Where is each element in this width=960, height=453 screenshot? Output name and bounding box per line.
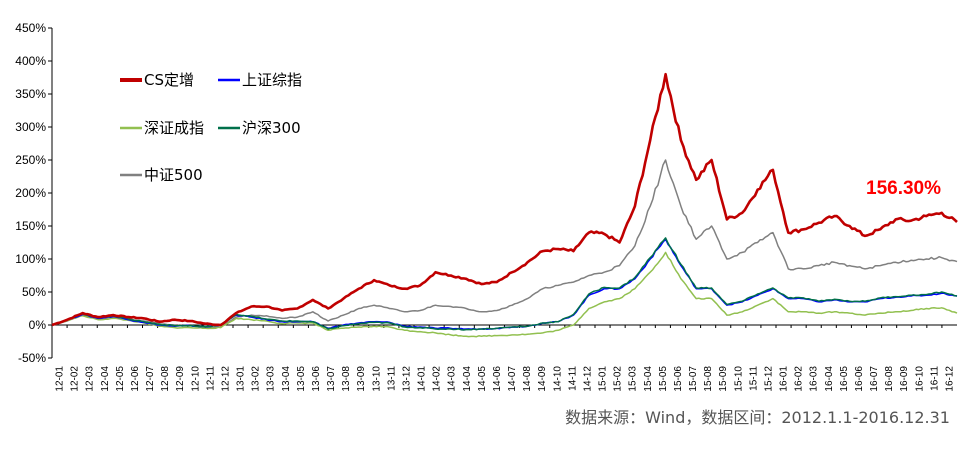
x-tick-label: 15-07 — [688, 366, 699, 392]
x-tick-label: 13-01 — [236, 366, 247, 392]
y-tick-label: 200% — [15, 186, 46, 200]
x-tick-label: 15-08 — [703, 366, 714, 392]
x-tick-label: 12-11 — [205, 366, 216, 391]
x-tick-label: 12-03 — [85, 366, 96, 392]
x-tick-label: 15-06 — [673, 366, 684, 392]
x-tick-label: 14-10 — [552, 366, 563, 392]
x-tick-label: 12-12 — [220, 366, 231, 392]
x-tick-label: 13-05 — [296, 366, 307, 392]
y-tick-label: 0% — [29, 318, 47, 332]
x-tick-label: 13-06 — [311, 366, 322, 392]
x-tick-label: 15-10 — [733, 366, 744, 392]
legend-label: 沪深300 — [242, 119, 301, 137]
x-tick-label: 16-03 — [809, 366, 820, 392]
x-tick-label: 12-04 — [100, 366, 111, 392]
series-line — [51, 159, 958, 329]
x-tick-label: 16-07 — [869, 366, 880, 392]
x-tick-label: 14-01 — [417, 366, 428, 392]
series-line — [51, 238, 958, 331]
x-tick-label: 15-11 — [748, 366, 759, 391]
series-line — [51, 237, 958, 331]
x-tick-label: 15-02 — [613, 366, 624, 392]
x-tick-label: 12-02 — [70, 366, 81, 392]
x-tick-label: 13-07 — [326, 366, 337, 392]
x-tick-label: 16-04 — [824, 366, 835, 392]
x-tick-label: 12-05 — [115, 366, 126, 392]
x-tick-label: 14-12 — [582, 366, 593, 392]
x-tick-label: 12-09 — [175, 366, 186, 392]
x-tick-label: 13-03 — [266, 366, 277, 392]
x-tick-label: 12-01 — [55, 366, 66, 392]
y-tick-label: 100% — [15, 252, 46, 266]
x-tick-label: 13-11 — [386, 366, 397, 391]
x-tick-label: 15-03 — [628, 366, 639, 392]
x-tick-label: 14-11 — [567, 366, 578, 391]
y-tick-label: 450% — [15, 21, 46, 35]
x-tick-label: 16-11 — [929, 366, 940, 391]
x-tick-label: 13-12 — [401, 366, 412, 392]
legend-label: CS定增 — [144, 71, 194, 89]
x-tick-label: 15-04 — [643, 366, 654, 392]
series-line — [51, 251, 958, 338]
legend-label: 中证500 — [144, 166, 203, 184]
y-axis: 450% 400% 350% 300% 250% 200% 150% 100% 50% 0% -50… — [15, 21, 53, 365]
x-tick-label: 14-04 — [462, 366, 473, 392]
x-tick-label: 16-02 — [794, 366, 805, 392]
x-tick-label: 15-01 — [598, 366, 609, 392]
x-tick-label: 14-07 — [507, 366, 518, 392]
x-tick-label: 14-02 — [432, 366, 443, 392]
legend-label: 上证综指 — [242, 71, 302, 89]
end-value-annotation: 156.30% — [866, 178, 941, 199]
legend-label: 深证成指 — [144, 119, 204, 137]
x-tick-label: 12-07 — [145, 366, 156, 392]
series-group — [51, 72, 958, 338]
data-source-note: 数据来源：Wind，数据区间：2012.1.1-2016.12.31 — [565, 408, 950, 427]
series-line — [51, 72, 958, 327]
y-tick-label: 250% — [15, 153, 46, 167]
x-tick-label: 14-06 — [492, 366, 503, 392]
x-tick-label: 14-09 — [537, 366, 548, 392]
x-tick-label: 13-10 — [371, 366, 382, 392]
x-tick-label: 14-03 — [447, 366, 458, 392]
x-tick-label: 14-05 — [477, 366, 488, 392]
x-tick-label: 13-08 — [341, 366, 352, 392]
x-tick-label: 16-12 — [944, 366, 955, 392]
x-tick-label: 12-06 — [130, 366, 141, 392]
y-tick-label: 50% — [22, 285, 46, 299]
x-tick-label: 16-08 — [884, 366, 895, 392]
x-tick-label: 16-06 — [854, 366, 865, 392]
x-axis: 12-01 12-02 12-03 12-04 12-05 12-06 12-07 12-08… — [51, 324, 957, 392]
y-tick-label: 400% — [15, 54, 46, 68]
x-tick-label: 13-02 — [251, 366, 262, 392]
x-tick-label: 15-05 — [658, 366, 669, 392]
x-tick-label: 16-10 — [914, 366, 925, 392]
y-tick-label: 350% — [15, 87, 46, 101]
x-tick-label: 16-05 — [839, 366, 850, 392]
y-tick-label: 300% — [15, 120, 46, 134]
x-tick-label: 16-09 — [899, 366, 910, 392]
x-tick-label: 13-04 — [281, 366, 292, 392]
x-tick-label: 12-10 — [190, 366, 201, 392]
y-tick-label: -50% — [18, 351, 46, 365]
x-tick-label: 13-09 — [356, 366, 367, 392]
x-tick-label: 14-08 — [522, 366, 533, 392]
x-tick-label: 15-12 — [763, 366, 774, 392]
x-tick-label: 12-08 — [160, 366, 171, 392]
y-tick-label: 150% — [15, 219, 46, 233]
x-tick-label: 16-01 — [779, 366, 790, 392]
x-tick-label: 15-09 — [718, 366, 729, 392]
